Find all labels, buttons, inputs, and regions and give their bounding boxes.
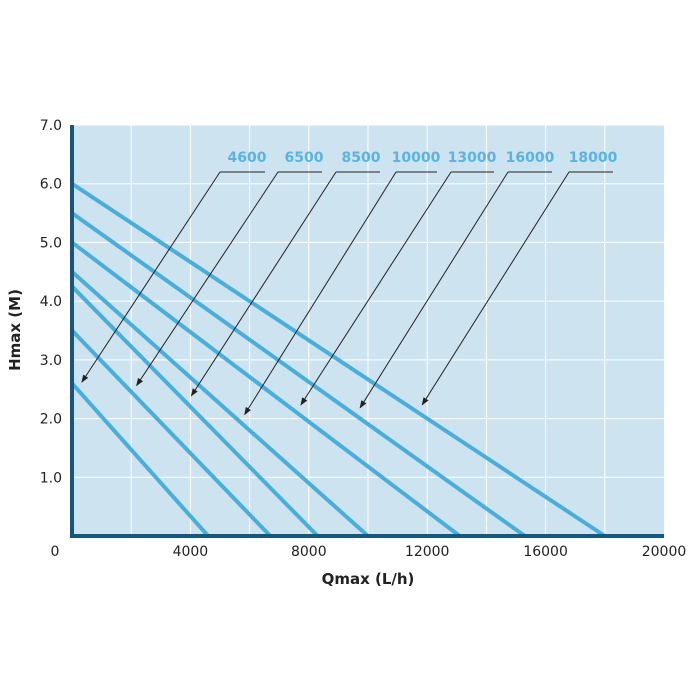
y-tick-label: 5.0 bbox=[40, 235, 62, 251]
series-line-10000 bbox=[70, 270, 370, 538]
series-label-18000: 18000 bbox=[569, 150, 618, 166]
series-label-4600: 4600 bbox=[228, 150, 267, 166]
arrow-16000 bbox=[359, 171, 509, 409]
arrow-8500 bbox=[190, 171, 337, 397]
y-tick-label: 6.0 bbox=[40, 177, 62, 193]
arrow-18000 bbox=[421, 171, 570, 406]
arrow-4600 bbox=[81, 171, 221, 383]
series-line-6500 bbox=[70, 329, 272, 538]
x-tick-label: 4000 bbox=[173, 544, 209, 560]
series-label-16000: 16000 bbox=[506, 150, 555, 166]
y-tick-label: 3.0 bbox=[40, 353, 62, 369]
series-line-16000 bbox=[70, 211, 527, 538]
x-tick-label: 16000 bbox=[523, 544, 568, 560]
x-tick-label: 20000 bbox=[642, 544, 687, 560]
y-tick-label: 2.0 bbox=[40, 412, 62, 428]
y-tick-label: 7.0 bbox=[40, 118, 62, 134]
series-label-8500: 8500 bbox=[342, 150, 381, 166]
arrow-13000 bbox=[300, 171, 452, 406]
x-tick-label: 8000 bbox=[291, 544, 327, 560]
axes bbox=[70, 125, 664, 538]
y-tick-label: 4.0 bbox=[40, 294, 62, 310]
y-tick-label: 1.0 bbox=[40, 470, 62, 486]
series-line-8500 bbox=[70, 285, 320, 538]
x-axis-label: Qmax (L/h) bbox=[322, 570, 415, 588]
tick-labels: 0 4000 8000 12000 16000 20000 1.0 2.0 3.0 4.0 5.0 6… bbox=[40, 118, 687, 560]
annotations: 4600 6500 8500 10000 13000 16000 18000 bbox=[81, 150, 618, 416]
series-line-4600 bbox=[70, 382, 210, 538]
y-axis-label: Hmax (M) bbox=[6, 289, 24, 371]
series-label-13000: 13000 bbox=[448, 150, 497, 166]
grid bbox=[72, 124, 664, 536]
arrow-6500 bbox=[136, 171, 279, 387]
x-tick-label: 12000 bbox=[405, 544, 450, 560]
series-lines bbox=[70, 182, 606, 538]
series-label-10000: 10000 bbox=[392, 150, 441, 166]
arrow-10000 bbox=[244, 171, 397, 416]
series-line-18000 bbox=[70, 182, 606, 538]
series-line-13000 bbox=[70, 240, 461, 538]
series-label-6500: 6500 bbox=[285, 150, 324, 166]
x-tick-label: 0 bbox=[51, 544, 60, 560]
